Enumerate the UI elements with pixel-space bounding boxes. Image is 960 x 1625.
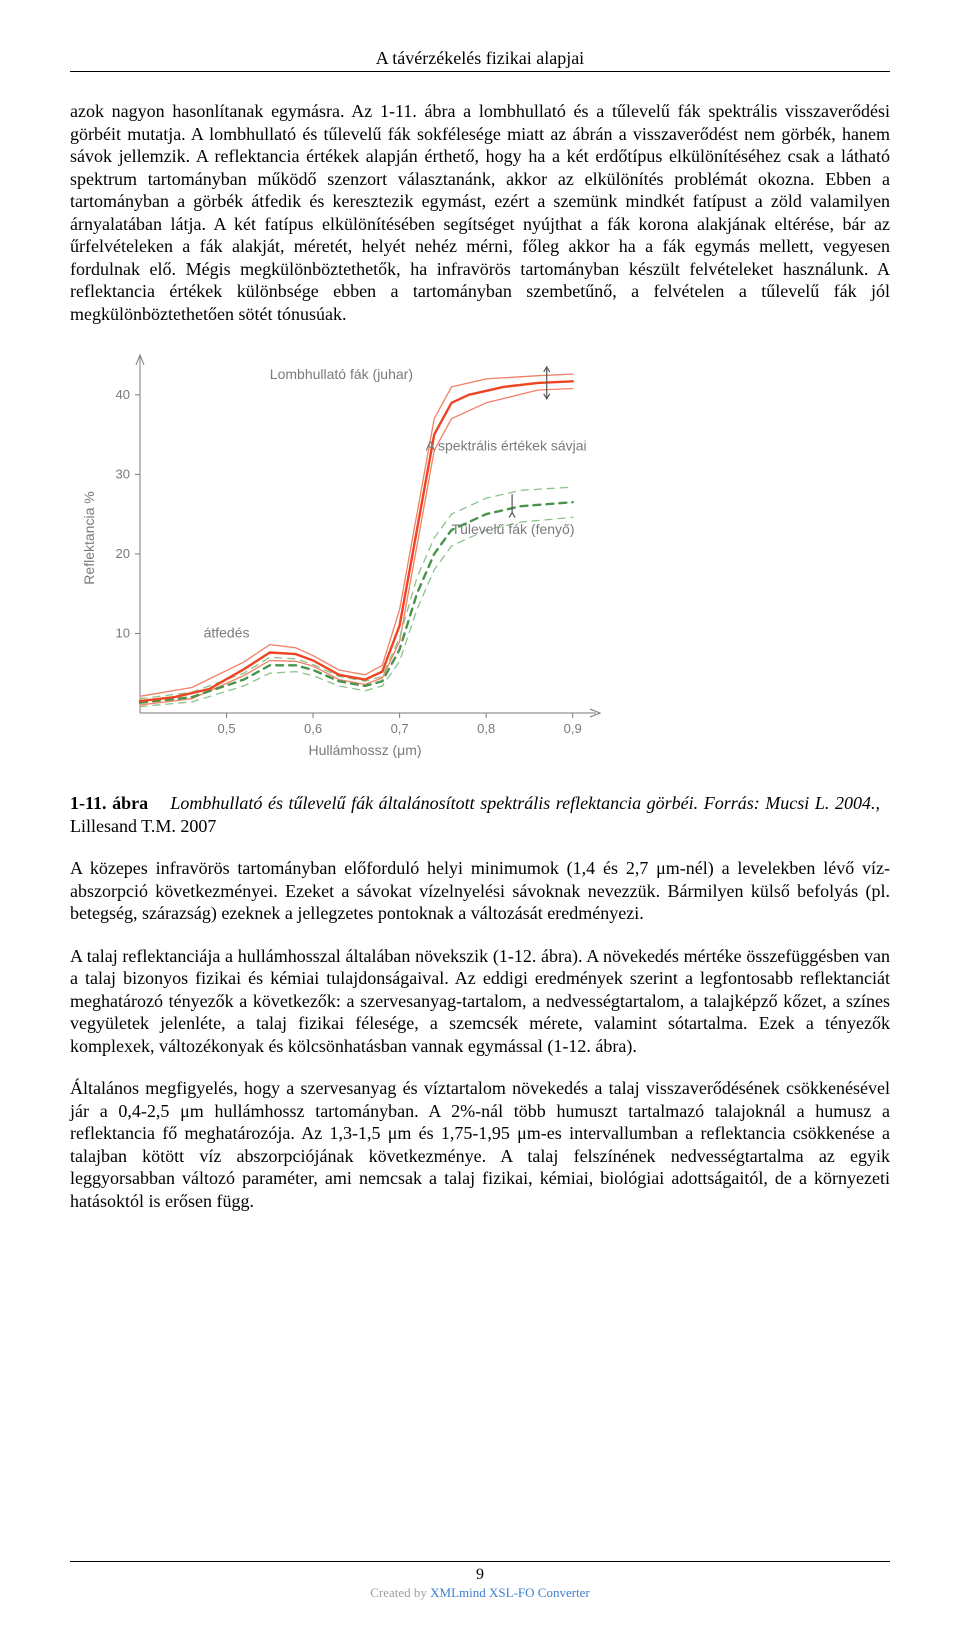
svg-text:40: 40 — [116, 387, 130, 402]
footer-rule — [70, 1561, 890, 1562]
header-rule — [70, 71, 890, 72]
figure-1-11: 10 20 30 40 0,5 0,6 0,7 0,8 0,9 Hullámhossz (μm) R… — [70, 345, 890, 770]
paragraph-3: A talaj reflektanciája a hullámhosszal á… — [70, 945, 890, 1058]
converter-prefix: Created by — [370, 1585, 430, 1600]
svg-text:Lombhullató fák (juhar): Lombhullató fák (juhar) — [270, 366, 413, 382]
figure-caption: 1-11. ábra Lombhullató és tűlevelű fák á… — [70, 792, 890, 837]
svg-text:0,7: 0,7 — [391, 721, 409, 736]
page-number: 9 — [70, 1566, 890, 1584]
svg-text:30: 30 — [116, 466, 130, 481]
svg-text:átfedés: átfedés — [204, 624, 250, 640]
figure-number: 1-11. ábra — [70, 793, 148, 813]
figure-caption-italic: Lombhullató és tűlevelű fák általánosíto… — [170, 793, 880, 813]
figure-caption-tail: Lillesand T.M. 2007 — [70, 816, 216, 836]
paragraph-4: Általános megfigyelés, hogy a szervesany… — [70, 1077, 890, 1212]
svg-text:0,9: 0,9 — [564, 721, 582, 736]
svg-text:20: 20 — [116, 546, 130, 561]
svg-text:0,5: 0,5 — [217, 721, 235, 736]
reflectance-chart: 10 20 30 40 0,5 0,6 0,7 0,8 0,9 Hullámhossz (μm) R… — [70, 345, 610, 765]
converter-link: XMLmind XSL-FO Converter — [430, 1585, 590, 1600]
svg-text:Tűlevelű fák (fenyő): Tűlevelű fák (fenyő) — [452, 521, 575, 537]
svg-text:A spektrális értékek sávjai: A spektrális értékek sávjai — [426, 438, 587, 454]
paragraph-2: A közepes infravörös tartományban előfor… — [70, 857, 890, 925]
svg-text:Hullámhossz (μm): Hullámhossz (μm) — [308, 742, 421, 758]
svg-text:10: 10 — [116, 625, 130, 640]
svg-text:0,6: 0,6 — [304, 721, 322, 736]
running-header: A távérzékelés fizikai alapjai — [70, 48, 890, 69]
paragraph-1: azok nagyon hasonlítanak egymásra. Az 1-… — [70, 100, 890, 325]
svg-text:Reflektancia %: Reflektancia % — [81, 491, 97, 584]
page-footer: 9 Created by XMLmind XSL-FO Converter — [70, 1561, 890, 1601]
converter-credit: Created by XMLmind XSL-FO Converter — [70, 1585, 890, 1601]
svg-text:0,8: 0,8 — [477, 721, 495, 736]
page: A távérzékelés fizikai alapjai azok nagy… — [0, 0, 960, 1625]
